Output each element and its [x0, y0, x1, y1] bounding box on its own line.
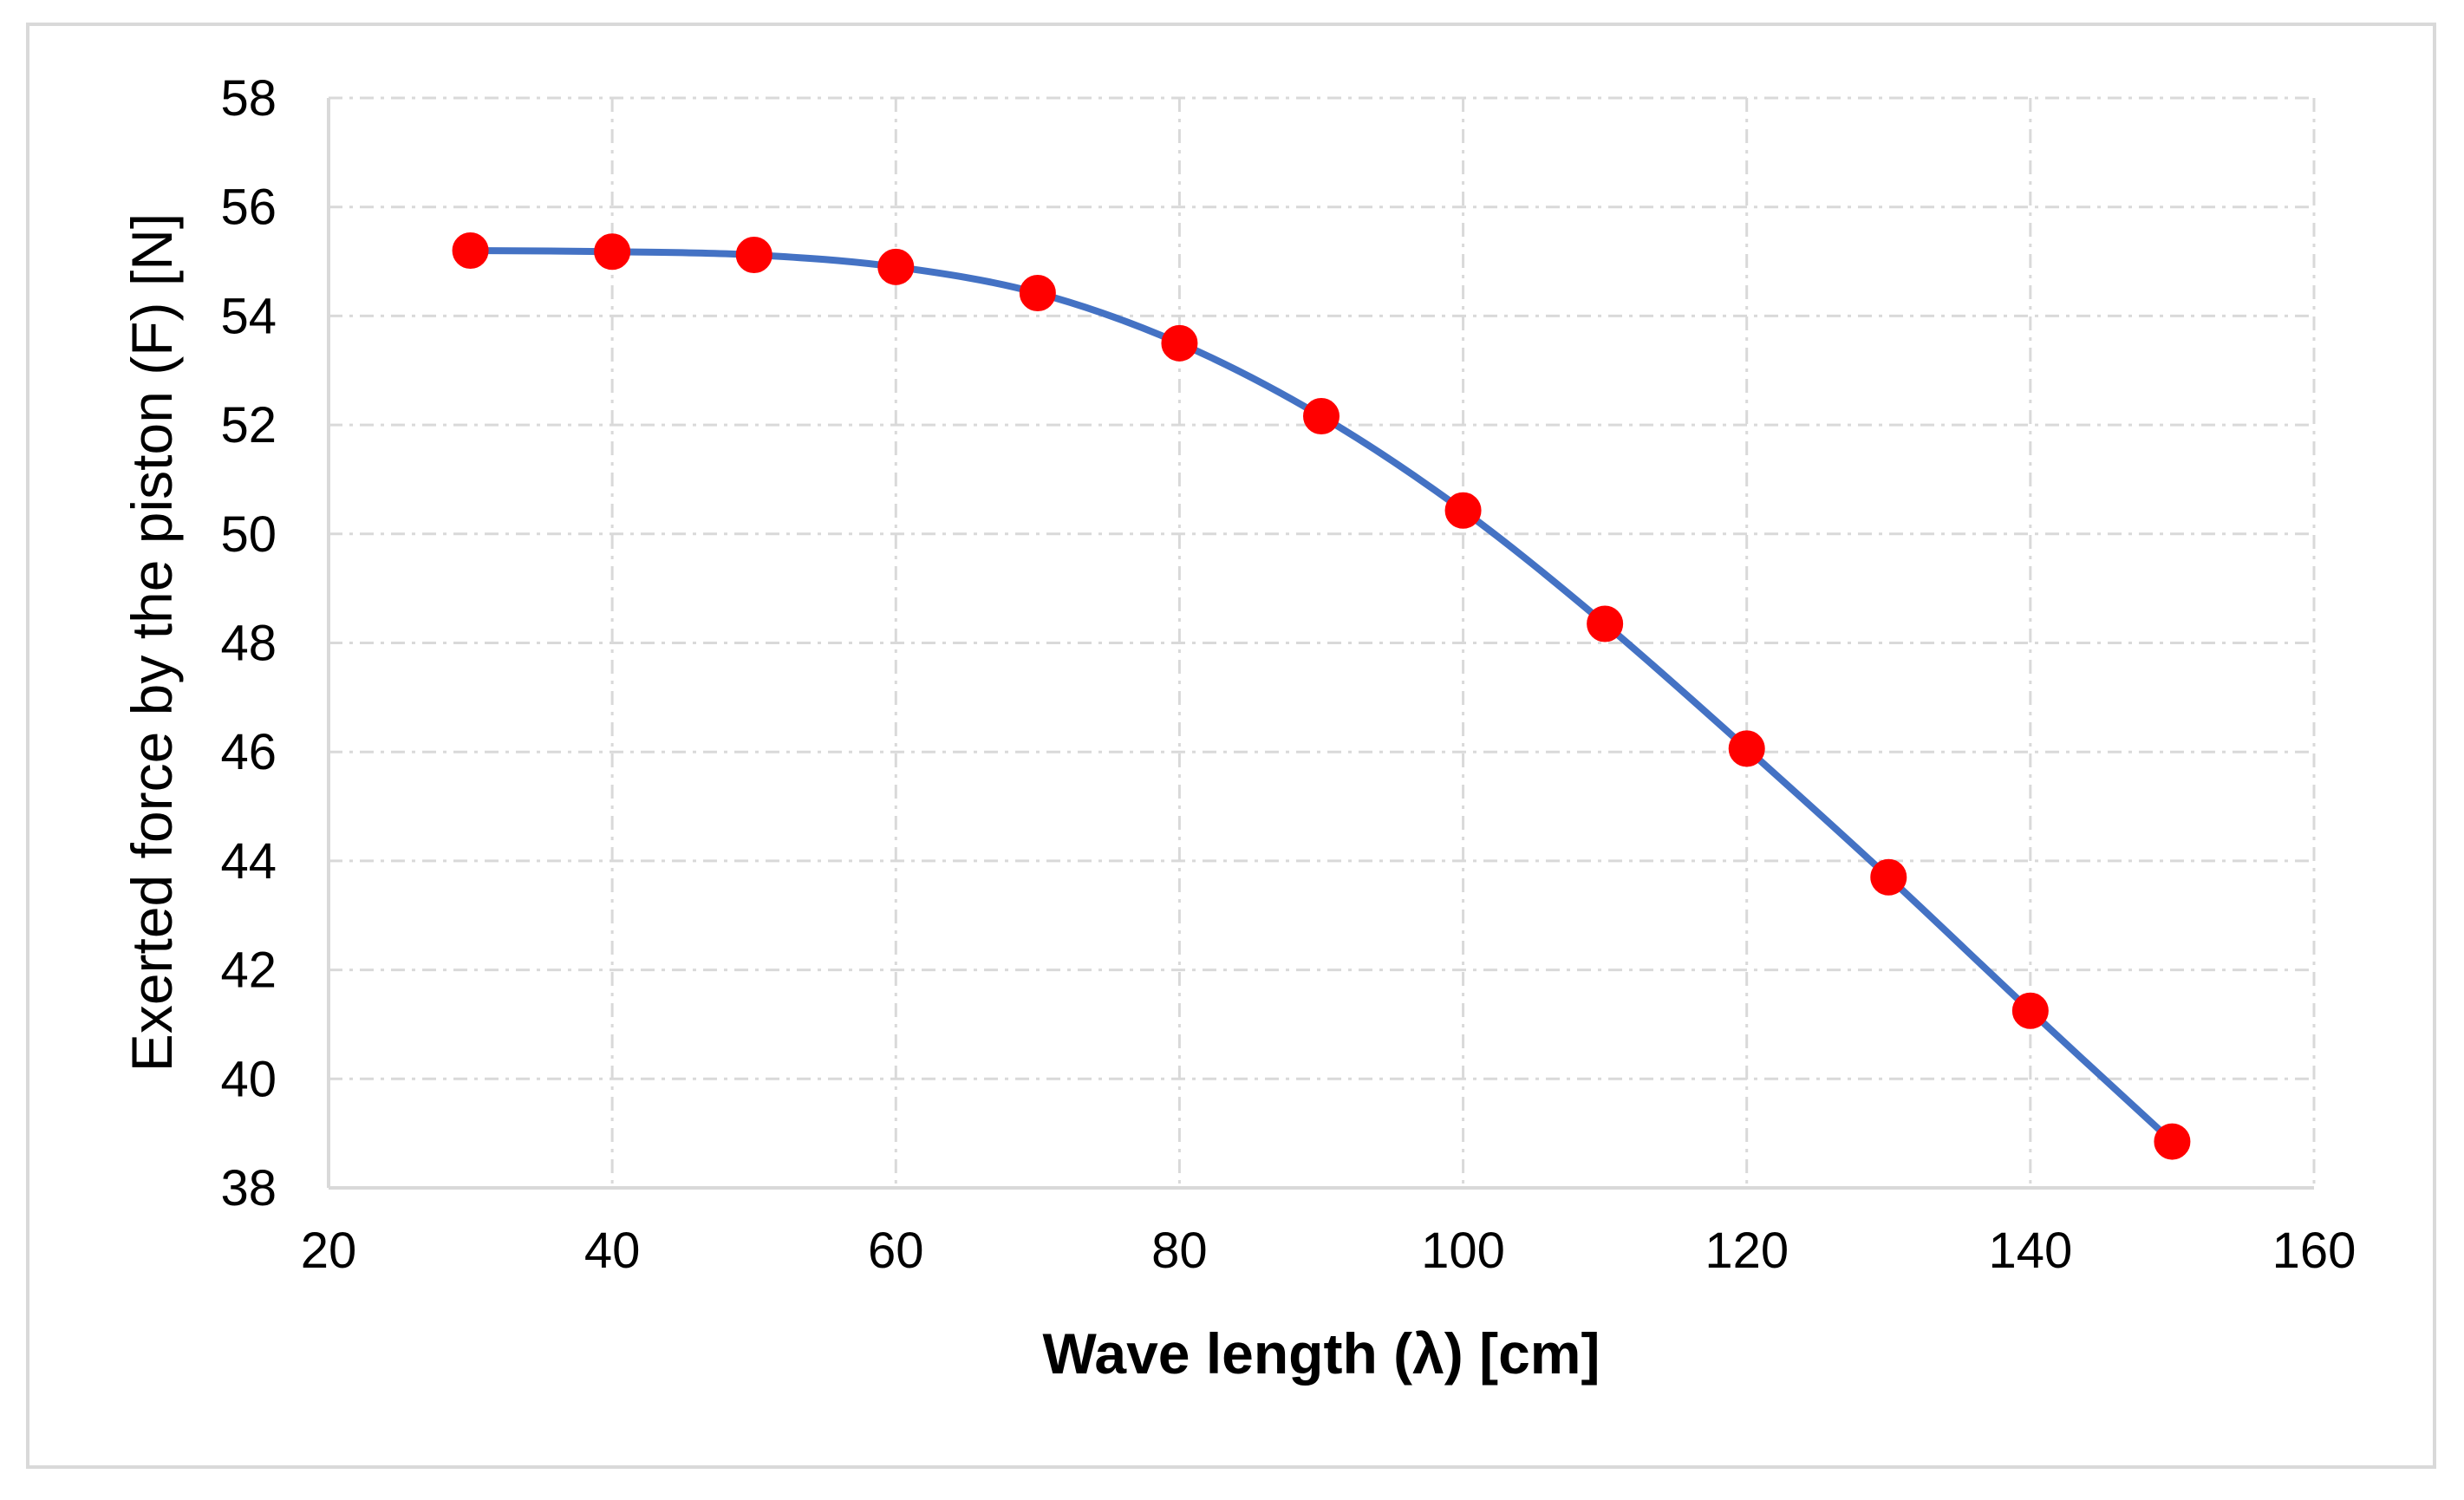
- y-tick-label: 56: [220, 179, 277, 236]
- y-tick-label: 58: [220, 70, 277, 127]
- data-point: [1303, 398, 1340, 435]
- y-axis-title: Exerted force by the piston (F) [N]: [120, 213, 184, 1072]
- data-point: [2154, 1123, 2191, 1160]
- y-tick-label: 46: [220, 724, 277, 780]
- x-tick-label: 80: [1151, 1223, 1208, 1279]
- x-tick-label: 140: [1988, 1223, 2072, 1279]
- x-tick-label: 60: [868, 1223, 924, 1279]
- axes: [327, 98, 2314, 1190]
- data-point: [877, 248, 915, 285]
- data-point: [452, 232, 489, 269]
- data-point: [1587, 605, 1624, 642]
- y-tick-label: 44: [220, 833, 277, 890]
- y-tick-label: 48: [220, 616, 277, 672]
- x-tick-label: 120: [1705, 1223, 1789, 1279]
- x-tick-label: 20: [301, 1223, 357, 1279]
- y-tick-label: 54: [220, 288, 277, 344]
- series-layer: [452, 232, 2191, 1160]
- data-point: [594, 233, 631, 271]
- y-tick-label: 52: [220, 397, 277, 453]
- data-point: [735, 237, 772, 274]
- y-tick-label: 38: [220, 1160, 277, 1216]
- tick-labels: 20 40 60 80 100 120 140 160 38 40 42 44 46 48 50 52 54 56…: [220, 70, 2356, 1279]
- data-point: [1161, 324, 1198, 362]
- y-tick-label: 50: [220, 506, 277, 563]
- y-tick-label: 40: [220, 1051, 277, 1107]
- data-point: [1444, 492, 1482, 529]
- x-tick-label: 160: [2272, 1223, 2356, 1279]
- data-point: [1728, 730, 1765, 767]
- x-tick-label: 40: [584, 1223, 641, 1279]
- x-axis-title: Wave length (λ) [cm]: [1043, 1321, 1600, 1386]
- data-point: [1870, 858, 1907, 896]
- y-tick-label: 42: [220, 942, 277, 999]
- data-point: [1019, 275, 1056, 312]
- data-point: [2011, 992, 2049, 1029]
- x-tick-label: 100: [1421, 1223, 1505, 1279]
